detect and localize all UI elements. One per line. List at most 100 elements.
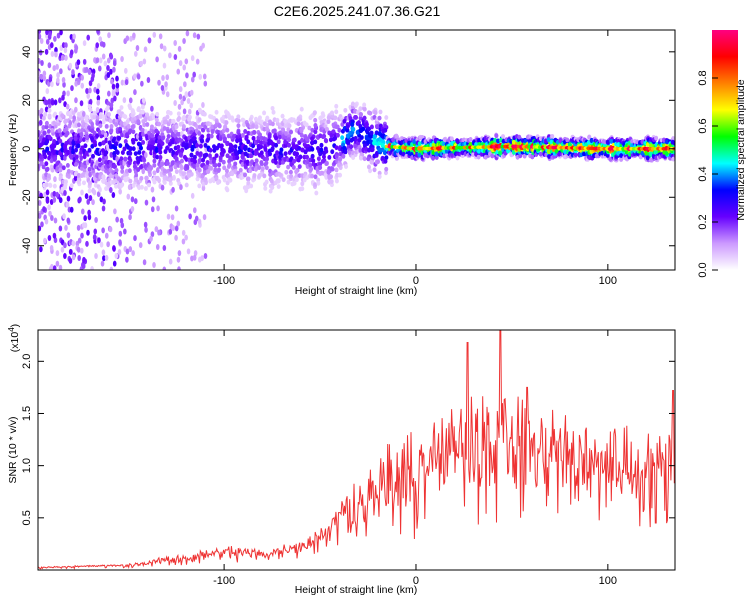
spectrogram-cell [71, 149, 76, 155]
spectrogram-cell [313, 139, 318, 145]
spectrogram-cell [654, 149, 659, 155]
spectrogram-cell [369, 130, 374, 136]
spectrogram-cell [609, 139, 614, 144]
spectrogram-cell [198, 143, 203, 149]
spectrogram-x-tick-label: 100 [599, 275, 617, 287]
spectrogram-cell [259, 140, 264, 146]
spectrogram-cell [73, 171, 78, 177]
spectrogram-cell [197, 131, 202, 136]
spectrogram-cell [318, 165, 323, 170]
spectrogram-cell [91, 168, 96, 174]
spectrogram-cell [194, 215, 199, 222]
spectrogram-cell [79, 247, 84, 254]
spectrogram-cell [144, 151, 148, 158]
spectrogram-cell [152, 31, 157, 38]
spectrogram-cell [455, 138, 460, 144]
spectrogram-cell [190, 76, 195, 83]
spectrogram-cell [114, 149, 119, 154]
spectrogram-cell [38, 212, 42, 219]
spectrogram-cell [280, 113, 285, 119]
spectrogram-cell [351, 155, 356, 160]
spectrogram-cell [66, 90, 70, 97]
spectrogram-cell [65, 162, 70, 168]
spectrogram-cell [195, 58, 200, 65]
spectrogram-cell [136, 158, 141, 163]
spectrogram-panel: -100 0 100 -40 -20 0 20 40 Height of straight l… [7, 29, 676, 297]
spectrogram-cell [52, 120, 57, 126]
spectrogram-cell [177, 103, 182, 110]
spectrogram-cell [377, 147, 382, 153]
spectrogram-cell [42, 74, 47, 81]
spectrogram-cell [165, 74, 170, 81]
spectrogram-cell [181, 238, 186, 245]
spectrogram-cell [53, 217, 58, 224]
spectrogram-cell [496, 138, 501, 144]
spectrogram-cell [66, 232, 71, 239]
spectrogram-cell [65, 103, 70, 110]
spectrogram-cell [474, 151, 479, 157]
spectrogram-cell [191, 136, 196, 141]
spectrogram-cell [82, 180, 87, 186]
spectrogram-cell [289, 129, 294, 135]
spectrogram-cell [63, 143, 68, 149]
spectrogram-cell [143, 186, 148, 191]
spectrogram-cell [178, 121, 183, 127]
spectrogram-cell [101, 41, 106, 48]
spectrogram-cell [431, 155, 436, 161]
spectrogram-cell [55, 63, 59, 70]
spectrogram-cell [573, 152, 578, 158]
spectrogram-cell [95, 133, 100, 139]
spectrogram-cell [174, 124, 179, 130]
spectrogram-cell [318, 151, 323, 157]
spectrogram-cell [294, 173, 299, 179]
spectrogram-cell [47, 134, 52, 140]
spectrogram-cell [56, 72, 60, 79]
spectrogram-cell [101, 166, 106, 172]
spectrogram-cell [106, 57, 111, 64]
spectrogram-cell [353, 115, 358, 120]
spectrogram-cell [88, 80, 93, 87]
spectrogram-cell [224, 109, 229, 115]
spectrogram-cell [125, 248, 130, 255]
spectrogram-cell [109, 186, 113, 193]
spectrogram-cell [74, 161, 79, 167]
spectrogram-cell [567, 142, 572, 147]
spectrogram-cell [155, 56, 159, 63]
spectrogram-cell [278, 154, 283, 160]
spectrogram-cell [184, 136, 189, 141]
spectrogram-cell [42, 130, 47, 136]
spectrogram-cell [42, 137, 47, 143]
spectrogram-cell [140, 109, 145, 115]
spectrogram-cell [353, 143, 358, 149]
spectrogram-cell [172, 174, 176, 181]
spectrogram-cell [205, 160, 210, 165]
spectrogram-cell [71, 69, 75, 76]
spectrogram-cell [98, 57, 103, 64]
spectrogram-cell [166, 133, 171, 139]
spectrogram-cell [197, 183, 202, 189]
spectrogram-cell [645, 155, 650, 161]
spectrogram-cell [283, 139, 288, 145]
spectrogram-cell [142, 122, 147, 128]
spectrogram-cell [198, 151, 203, 157]
spectrogram-x-tick-label: 0 [413, 275, 419, 287]
spectrogram-cell [39, 154, 44, 160]
spectrogram-cell [310, 140, 315, 146]
spectrogram-cell [173, 40, 177, 47]
spectrogram-cell [53, 35, 57, 42]
spectrogram-cell [557, 151, 562, 157]
spectrogram-cell [81, 137, 86, 142]
spectrogram-cell [109, 266, 114, 270]
spectrogram-cell [252, 130, 257, 135]
spectrogram-cell [73, 175, 78, 182]
spectrogram-cell [345, 127, 350, 133]
spectrogram-cell [98, 114, 103, 120]
spectrogram-cell [54, 46, 58, 53]
spectrogram-cell [351, 126, 356, 132]
spectrogram-cell [58, 197, 63, 204]
spectrogram-cell [102, 255, 106, 262]
spectrogram-cell [582, 151, 587, 157]
spectrogram-cell [109, 123, 114, 129]
spectrogram-cell [654, 135, 659, 141]
